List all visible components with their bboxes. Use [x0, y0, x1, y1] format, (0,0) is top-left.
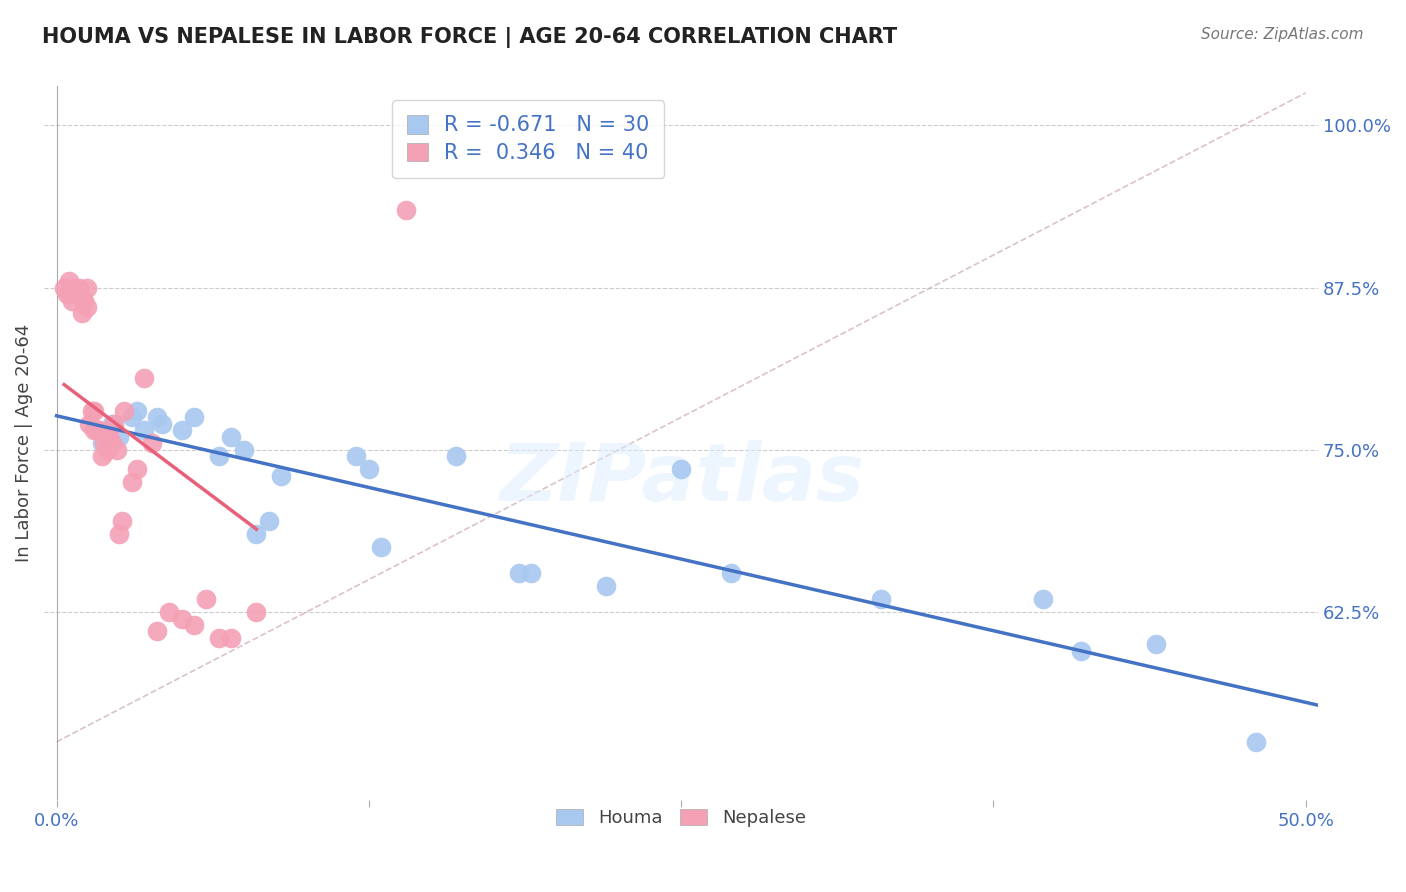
Point: [76, 280, 98, 294]
Point: [108, 527, 131, 541]
Point: [55, 287, 77, 301]
Point: [53, 280, 76, 294]
Y-axis label: In Labor Force | Age 20-64: In Labor Force | Age 20-64: [15, 324, 32, 563]
Point: [221, 631, 243, 645]
Point: [87, 423, 110, 437]
Point: [125, 462, 148, 476]
Point: [67, 280, 90, 294]
Point: [93, 436, 115, 450]
Point: [96, 442, 118, 457]
Point: [77, 417, 100, 431]
Point: [257, 514, 280, 528]
Point: [98, 430, 121, 444]
Point: [83, 404, 105, 418]
Point: [170, 611, 193, 625]
Point: [195, 592, 218, 607]
Point: [157, 605, 180, 619]
Point: [1032, 592, 1054, 607]
Point: [520, 566, 543, 580]
Point: [141, 436, 163, 450]
Point: [720, 566, 742, 580]
Point: [870, 592, 893, 607]
Text: Source: ZipAtlas.com: Source: ZipAtlas.com: [1201, 27, 1364, 42]
Point: [245, 527, 267, 541]
Point: [344, 450, 367, 464]
Point: [73, 293, 96, 308]
Point: [63, 280, 86, 294]
Point: [1244, 735, 1267, 749]
Point: [90, 436, 112, 450]
Point: [145, 410, 167, 425]
Point: [121, 475, 143, 490]
Point: [60, 293, 83, 308]
Text: HOUMA VS NEPALESE IN LABOR FORCE | AGE 20-64 CORRELATION CHART: HOUMA VS NEPALESE IN LABOR FORCE | AGE 2…: [42, 27, 897, 48]
Point: [595, 579, 617, 593]
Point: [270, 468, 292, 483]
Point: [132, 423, 155, 437]
Point: [132, 371, 155, 385]
Point: [58, 274, 80, 288]
Point: [370, 540, 392, 554]
Point: [83, 423, 105, 437]
Point: [669, 462, 692, 476]
Text: ZIPatlas: ZIPatlas: [499, 440, 863, 518]
Point: [1144, 637, 1167, 651]
Point: [183, 410, 205, 425]
Point: [446, 450, 468, 464]
Point: [100, 417, 122, 431]
Point: [110, 514, 132, 528]
Point: [103, 417, 125, 431]
Point: [508, 566, 530, 580]
Legend: Houma, Nepalese: Houma, Nepalese: [550, 801, 813, 834]
Point: [245, 605, 267, 619]
Point: [70, 306, 93, 320]
Point: [86, 423, 108, 437]
Point: [150, 417, 173, 431]
Point: [112, 404, 135, 418]
Point: [233, 442, 256, 457]
Point: [170, 423, 193, 437]
Point: [208, 450, 231, 464]
Point: [208, 631, 231, 645]
Point: [108, 430, 131, 444]
Point: [183, 618, 205, 632]
Point: [76, 300, 98, 314]
Point: [80, 404, 103, 418]
Point: [65, 287, 87, 301]
Point: [125, 404, 148, 418]
Point: [100, 436, 122, 450]
Point: [105, 442, 128, 457]
Point: [395, 202, 418, 217]
Point: [121, 410, 143, 425]
Point: [357, 462, 380, 476]
Point: [145, 624, 167, 639]
Point: [90, 450, 112, 464]
Point: [1070, 644, 1092, 658]
Point: [221, 430, 243, 444]
